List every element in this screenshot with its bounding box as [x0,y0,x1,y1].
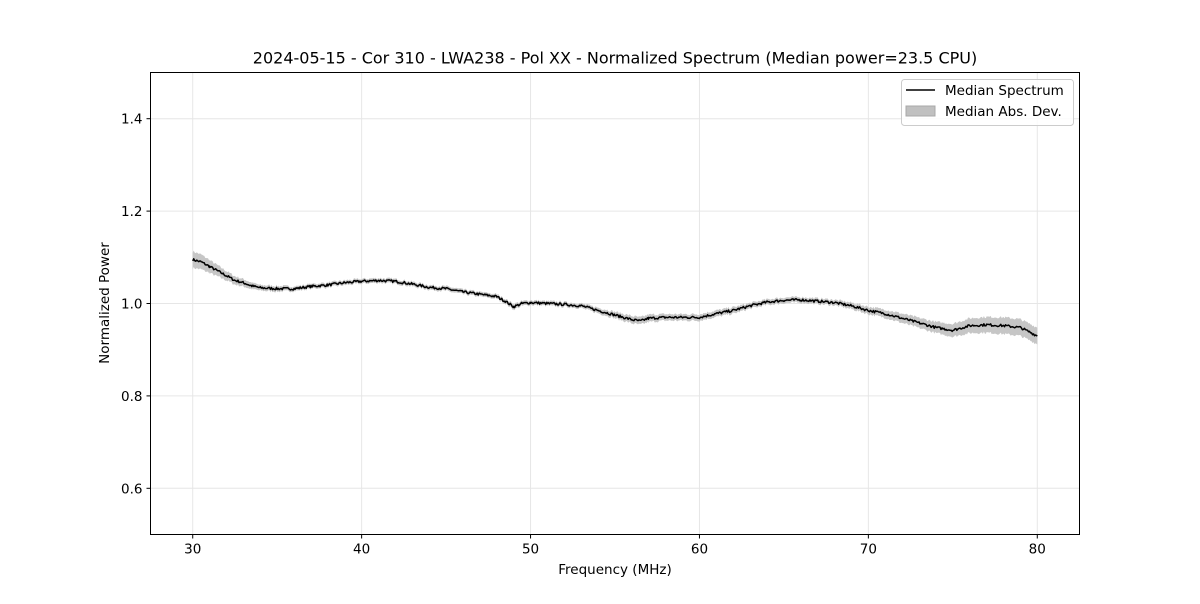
y-tick-label: 1.0 [121,297,142,313]
legend-box [901,79,1074,126]
legend-band-swatch [905,105,936,117]
plot-frame [150,72,1080,535]
y-tick-label: 1.4 [121,112,142,128]
x-axis-label: Frequency (MHz) [558,562,671,578]
y-tick-label: 0.8 [121,389,142,405]
median-spectrum-group [192,258,1038,337]
x-tick-label: 50 [522,542,539,558]
y-tick-label: 0.6 [121,481,142,497]
x-tick-label: 80 [1029,542,1046,558]
chart-title: 2024-05-15 - Cor 310 - LWA238 - Pol XX -… [253,49,977,68]
legend-mad-label: Median Abs. Dev. [945,104,1062,120]
x-tick-label: 70 [860,542,877,558]
legend-median-spectrum-label: Median Spectrum [945,83,1064,99]
x-tick-label: 40 [353,542,370,558]
median-spectrum-line [192,258,1038,337]
x-tick-label: 60 [691,542,708,558]
y-axis-label: Normalized Power [97,242,113,364]
mad-band-group [192,250,1038,345]
x-tick-label: 30 [184,542,201,558]
mad-band [192,250,1038,345]
axis-ticks: 30 40 50 60 70 80 0.6 0.8 1.0 1.2 1.4 [121,112,1046,558]
grid-lines [150,72,1080,535]
y-tick-label: 1.2 [121,204,142,220]
legend: Median Spectrum Median Abs. Dev. [901,79,1074,126]
